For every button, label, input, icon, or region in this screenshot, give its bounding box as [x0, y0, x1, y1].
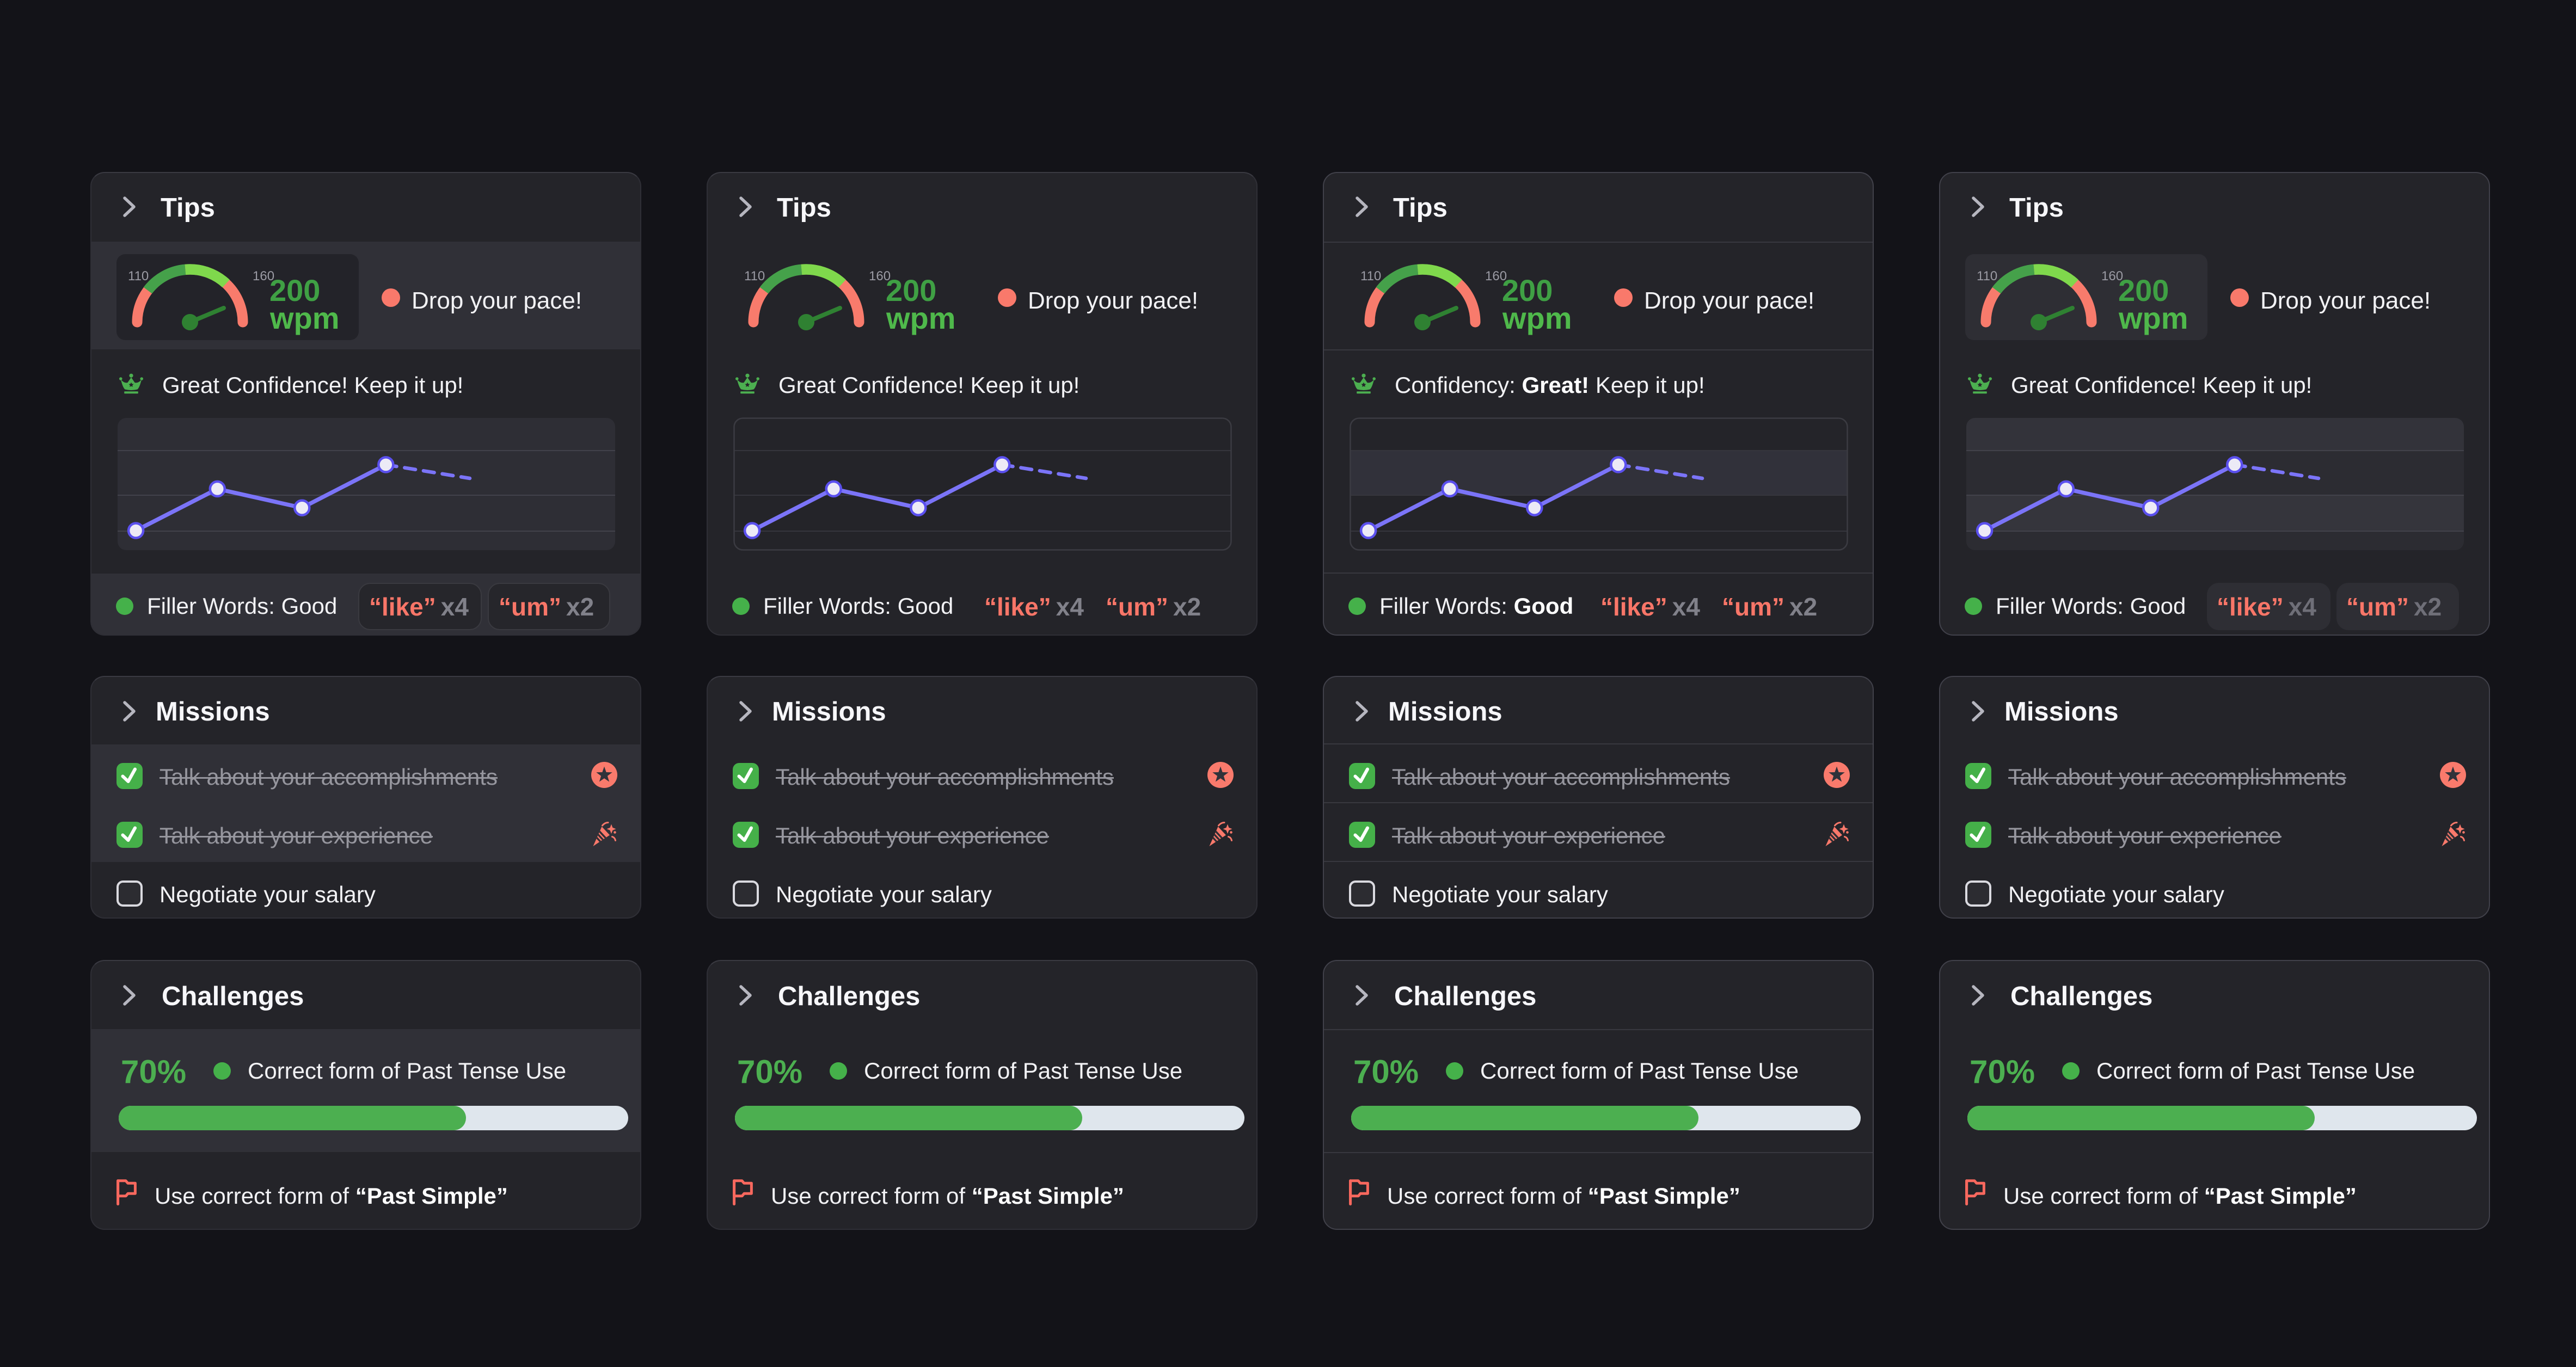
svg-text:200: 200: [886, 273, 936, 307]
svg-text:wpm: wpm: [2118, 301, 2188, 335]
svg-text:110: 110: [1977, 269, 1997, 284]
svg-text:160: 160: [253, 269, 274, 284]
svg-text:wpm: wpm: [886, 301, 956, 335]
svg-text:200: 200: [1502, 273, 1553, 307]
svg-text:160: 160: [2101, 269, 2123, 284]
svg-text:110: 110: [128, 269, 149, 284]
svg-text:wpm: wpm: [1502, 301, 1572, 335]
svg-text:160: 160: [1485, 269, 1507, 284]
svg-text:200: 200: [269, 273, 320, 307]
svg-text:200: 200: [2118, 273, 2169, 307]
svg-text:160: 160: [869, 269, 891, 284]
svg-text:110: 110: [1360, 269, 1381, 284]
svg-text:110: 110: [744, 269, 765, 284]
svg-text:wpm: wpm: [269, 301, 340, 335]
